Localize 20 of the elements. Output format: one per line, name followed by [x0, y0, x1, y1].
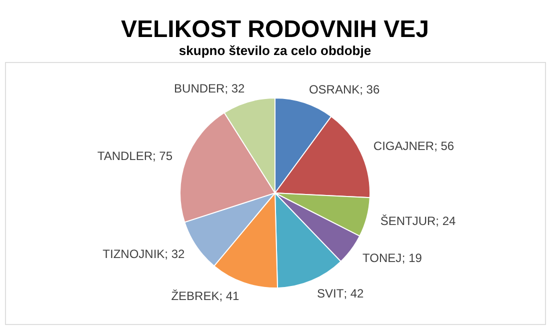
- slice-label: OSRANK: [308, 82, 360, 96]
- data-label: ; 32: [164, 247, 185, 262]
- data-label: ; 75: [152, 148, 173, 163]
- data-label: ; 24: [436, 214, 456, 228]
- data-label: ; 36: [360, 82, 380, 96]
- data-label: ; 41: [219, 288, 240, 303]
- chart-title: VELIKOST RODOVNIH VEJ: [120, 16, 430, 43]
- data-label: ; 42: [344, 286, 364, 301]
- slice-label: TONEJ: [362, 250, 402, 265]
- slice-label: TANDLER: [97, 148, 153, 163]
- slice-label: ŽEBREK: [171, 288, 220, 303]
- slice-label: TIZNOJNIK: [102, 247, 165, 262]
- data-label: ; 32: [224, 81, 246, 96]
- slice-label: CIGAJNER: [373, 139, 434, 154]
- chart-subtitle: skupno število za celo obdobje: [178, 43, 372, 58]
- data-label: ; 56: [434, 139, 454, 154]
- data-label: ; 19: [402, 250, 422, 265]
- slice-label: ŠENTJUR: [380, 214, 436, 228]
- slice-label: BUNDER: [174, 81, 226, 96]
- slice-label: SVIT: [317, 286, 344, 301]
